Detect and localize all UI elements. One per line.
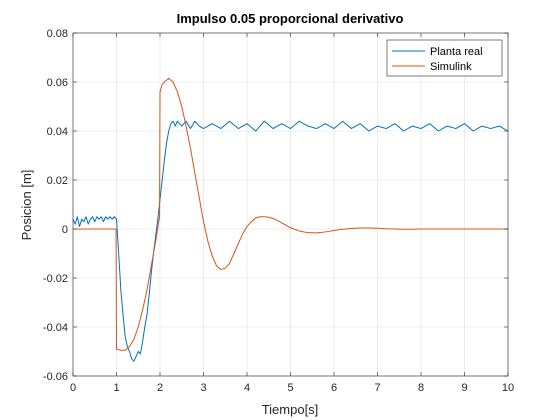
- legend-label: Planta real: [430, 46, 483, 58]
- series-line-planta-real: [72, 120, 509, 362]
- x-axis-label: Tiempo[s]: [262, 402, 319, 417]
- chart-title: Impulso 0.05 proporcional derivativo: [177, 11, 404, 26]
- x-tick-label: 6: [331, 382, 337, 394]
- x-tick-label: 1: [113, 382, 119, 394]
- y-tick-label: 0.04: [47, 126, 68, 138]
- x-tick-label: 7: [374, 382, 380, 394]
- x-tick-label: 2: [157, 382, 163, 394]
- plot-area: [72, 77, 509, 362]
- ticks: [72, 32, 509, 377]
- y-tick-label: 0.06: [47, 77, 68, 89]
- legend-label: Simulink: [430, 61, 472, 73]
- series-line-simulink: [73, 77, 508, 351]
- y-tick-label: -0.04: [43, 322, 68, 334]
- x-tick-label: 9: [461, 382, 467, 394]
- y-tick-label: -0.02: [43, 273, 68, 285]
- x-tick-label: 10: [502, 382, 514, 394]
- legend-box: [386, 39, 503, 77]
- x-tick-label: 8: [418, 382, 424, 394]
- x-tick-label: 0: [70, 382, 76, 394]
- y-tick-label: 0: [62, 224, 68, 236]
- x-tick-label: 4: [244, 382, 250, 394]
- legend: Planta real Simulink: [386, 39, 503, 77]
- y-tick-label: 0.08: [47, 28, 68, 40]
- y-tick-labels: -0.06 -0.04 -0.02 0 0.02 0.04 0.06 0.08: [43, 28, 68, 383]
- y-axis-label: Posicion [m]: [19, 170, 34, 241]
- x-tick-label: 3: [200, 382, 206, 394]
- x-tick-labels: 0 1 2 3 4 5 6 7 8 9 10: [70, 382, 514, 394]
- y-tick-label: -0.06: [43, 371, 68, 383]
- y-tick-label: 0.02: [47, 175, 68, 187]
- x-tick-label: 5: [287, 382, 293, 394]
